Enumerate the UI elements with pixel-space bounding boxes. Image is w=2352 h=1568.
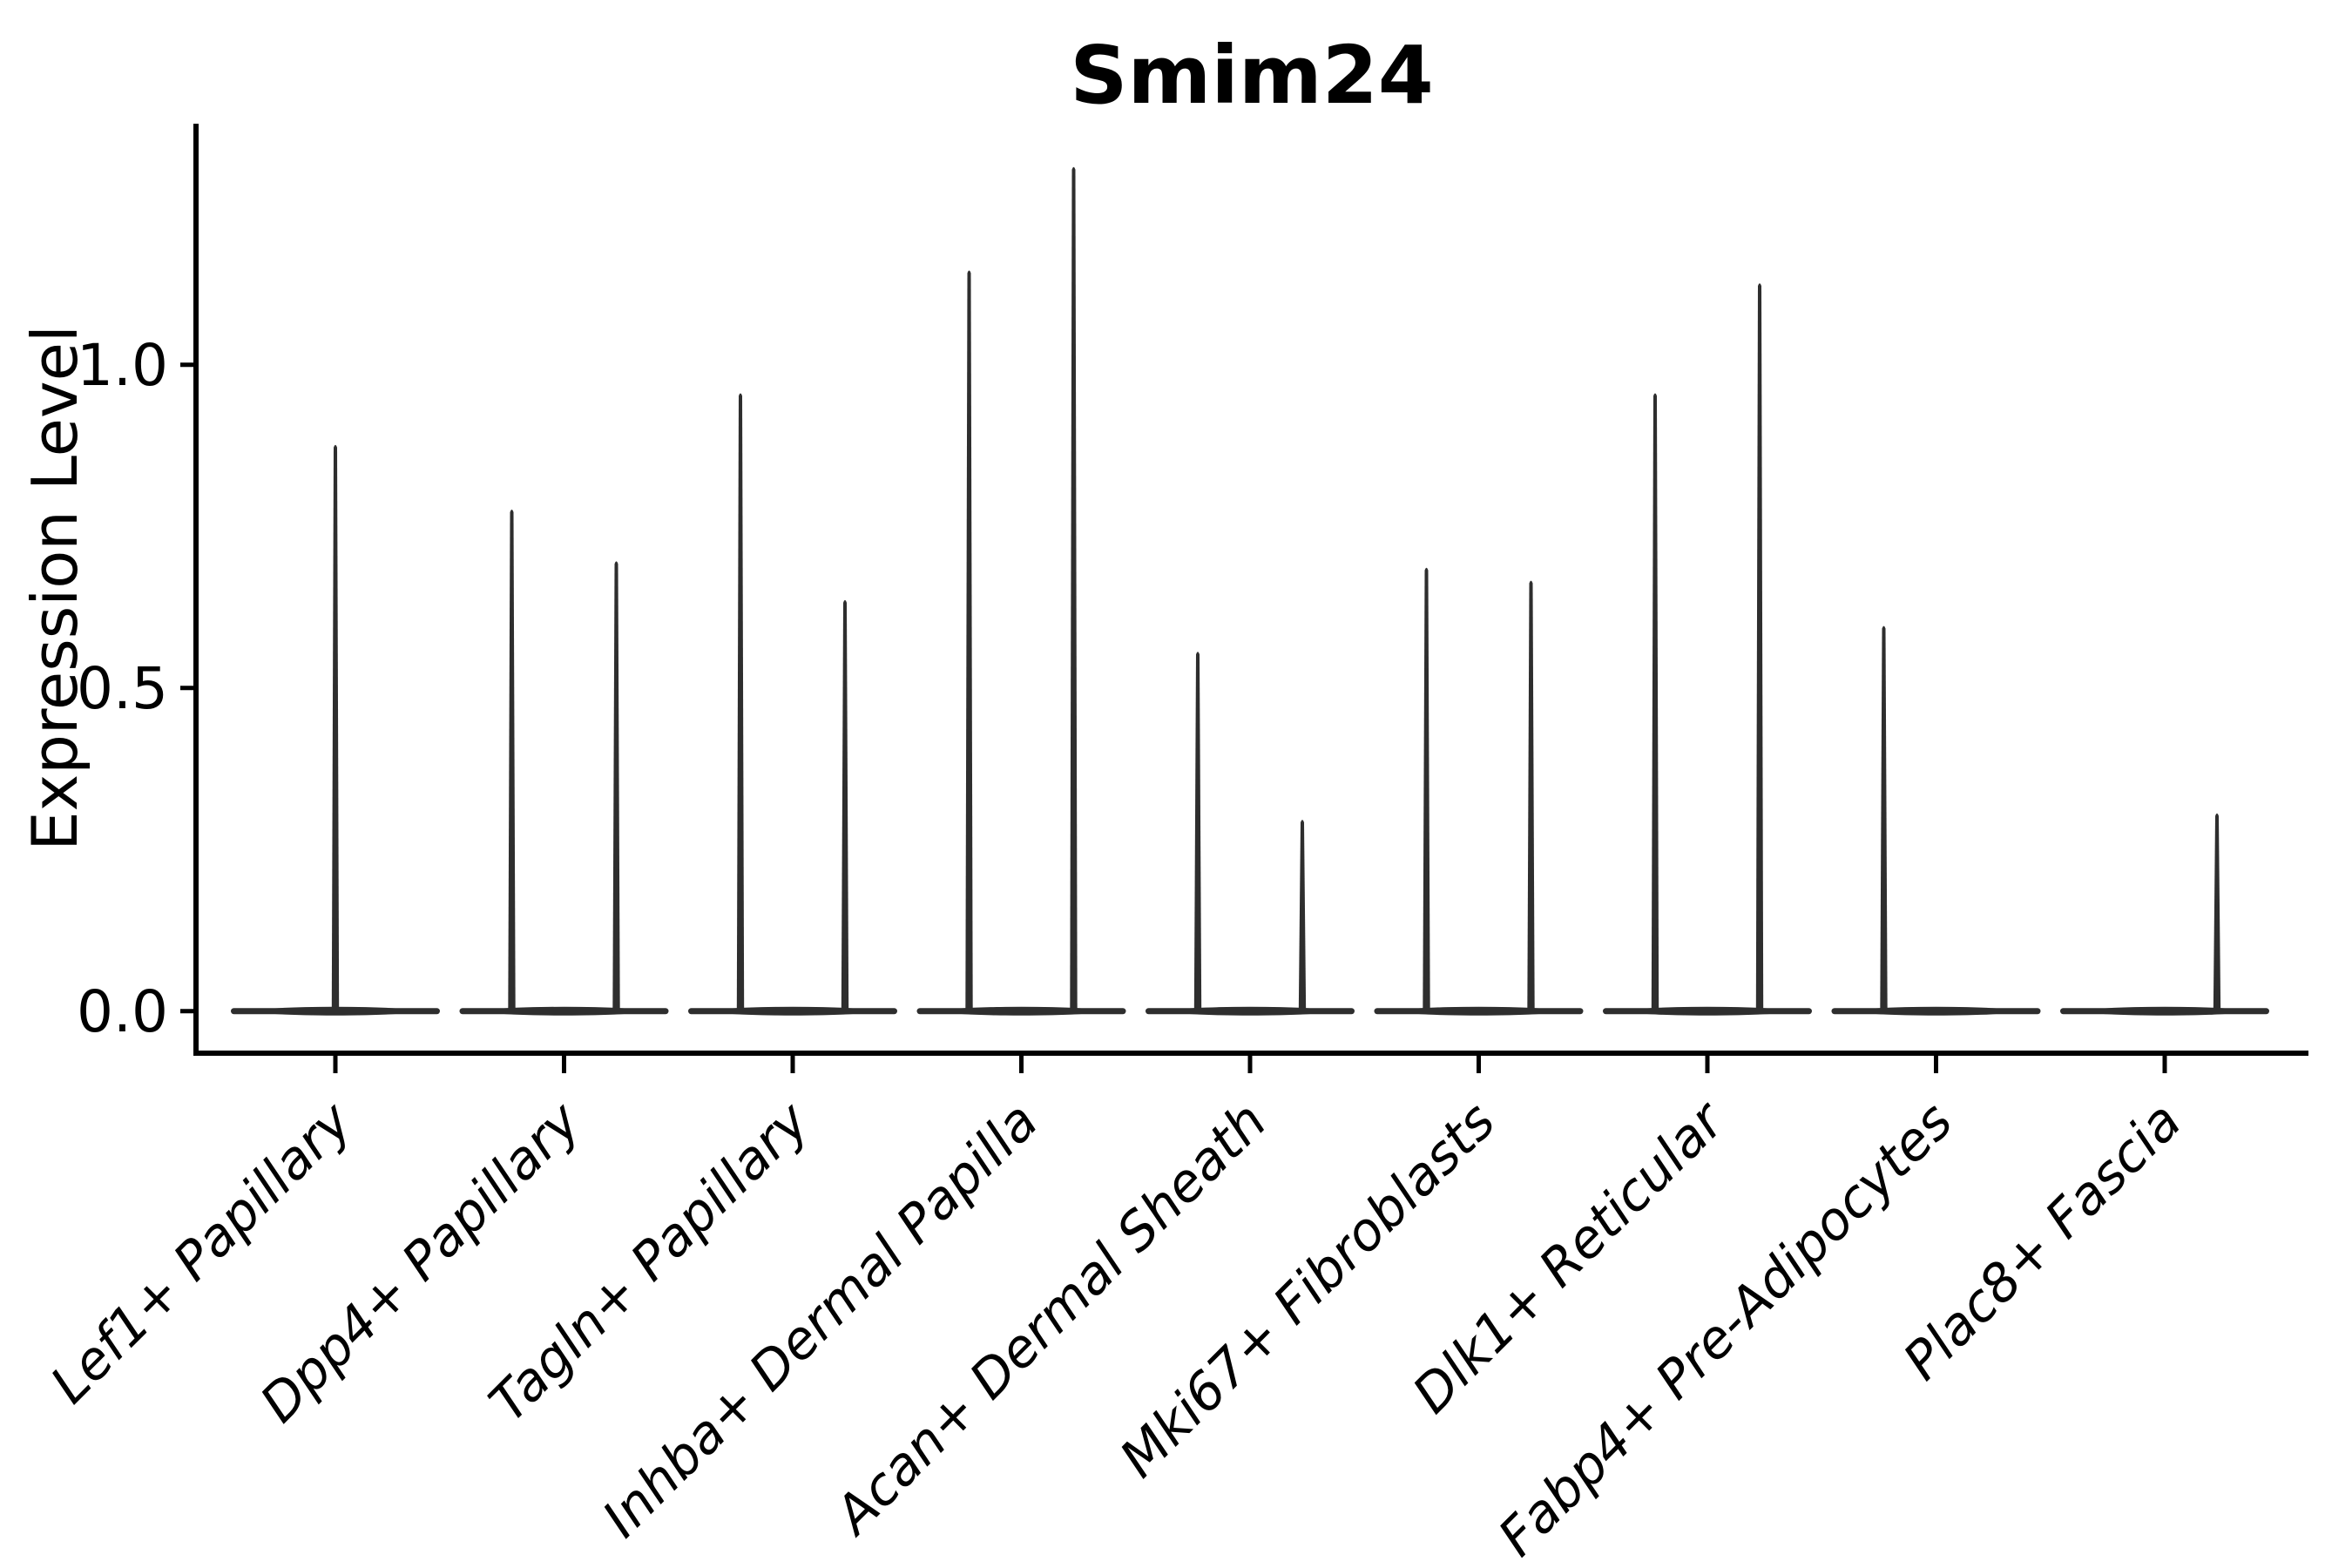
violin-baseline-bulge [1170, 1006, 1330, 1016]
violin-spike [612, 561, 620, 1014]
violin-baseline-bulge [1627, 1006, 1788, 1016]
violin-spike [965, 270, 973, 1014]
violin-9 [2060, 813, 2269, 1016]
violin-spike [1070, 166, 1078, 1014]
violin-7 [1603, 283, 1812, 1016]
y-axis-label: Expression Level [18, 325, 91, 851]
violin-4 [916, 166, 1126, 1016]
y-tick-label: 0.0 [77, 978, 168, 1045]
violin-6 [1374, 567, 1584, 1016]
violin-8 [1831, 625, 2041, 1016]
violin-spike [1527, 580, 1535, 1014]
y-tick-label: 0.5 [77, 655, 168, 722]
violin-spike [1298, 820, 1307, 1014]
y-tick-label: 1.0 [77, 332, 168, 399]
violin-spike [1651, 393, 1659, 1014]
violin-spike [1755, 283, 1764, 1014]
violin-spike [736, 393, 745, 1014]
violin-spike [1193, 652, 1202, 1014]
violin-spike [1423, 567, 1430, 1014]
violin-baseline-bulge [1398, 1006, 1559, 1016]
violin-baseline-bulge [941, 1006, 1102, 1016]
violin-spike [2213, 813, 2221, 1014]
violins [231, 166, 2269, 1016]
violin-spike [841, 599, 849, 1014]
violin-5 [1146, 652, 1355, 1016]
violin-spike [508, 510, 516, 1014]
violin-baseline-bulge [1855, 1006, 2017, 1016]
x-tick-label: Inhba+ Dermal Papilla [591, 1091, 1050, 1549]
violin-1 [231, 444, 440, 1016]
violin-baseline-bulge [713, 1006, 873, 1016]
chart-title: Smim24 [1070, 29, 1434, 122]
violin-baseline-bulge [483, 1006, 645, 1016]
x-tick-label: Acan+ Dermal Sheath [821, 1091, 1279, 1548]
violin-spike [331, 444, 340, 1014]
violin-3 [688, 393, 897, 1016]
x-tick-label: Fabp4+ Pre-Adipocytes [1487, 1091, 1964, 1568]
violin-spike [1880, 625, 1888, 1014]
violin-2 [459, 510, 669, 1016]
y-axis: 0.0 0.5 1.0 [77, 124, 199, 1056]
violin-baseline-bulge [2085, 1006, 2245, 1016]
x-tick-label: Mki67+ Fibroblasts [1109, 1091, 1508, 1490]
